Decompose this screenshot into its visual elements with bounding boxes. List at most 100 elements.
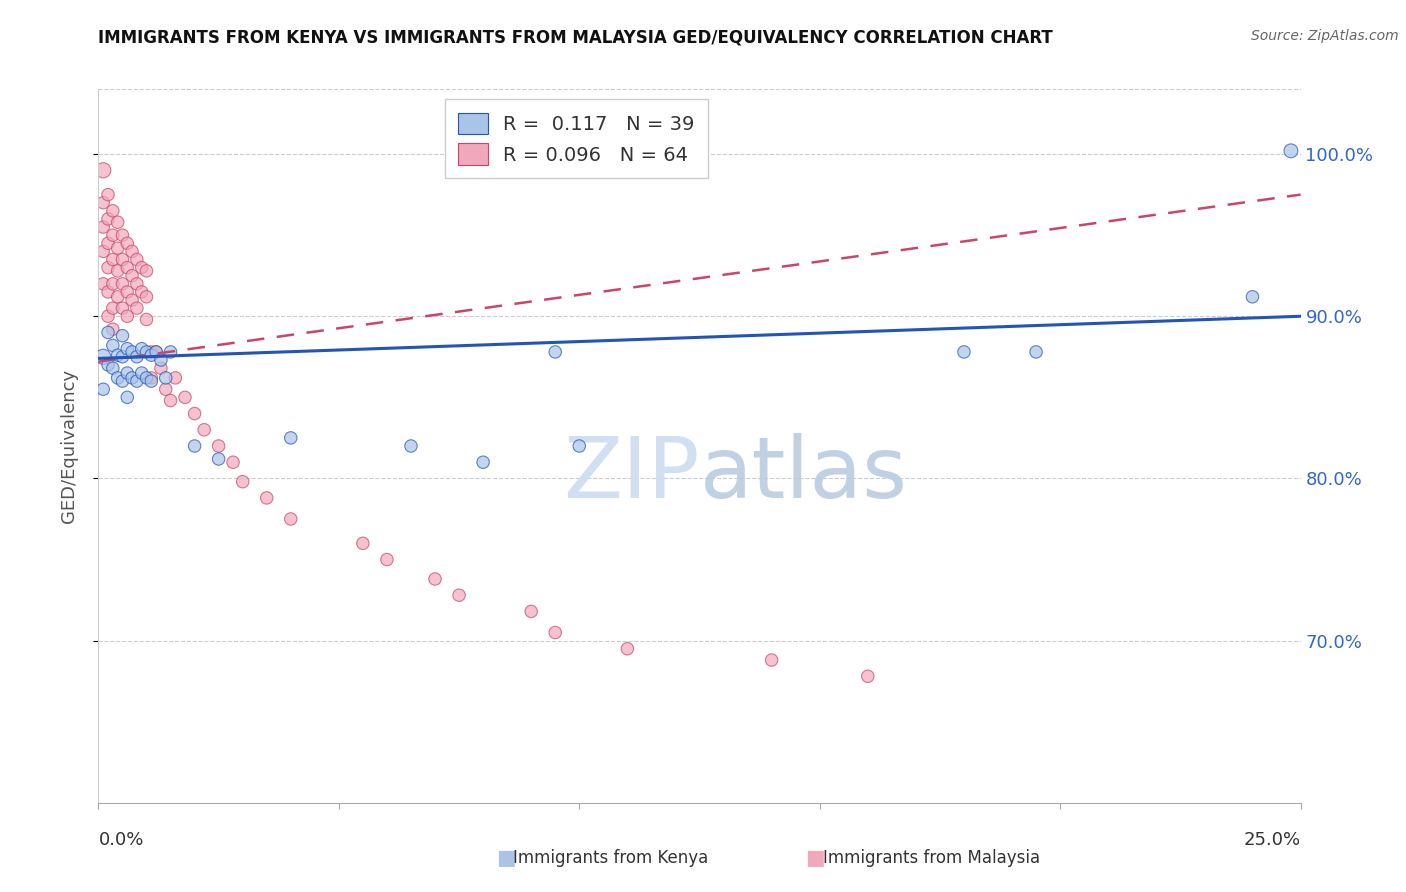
Point — [97, 260, 120, 275]
Point — [135, 371, 157, 385]
Text: 25.0%: 25.0% — [1243, 831, 1301, 849]
Point — [107, 264, 129, 278]
Point — [232, 475, 254, 489]
Point — [117, 366, 139, 380]
Point — [117, 260, 139, 275]
Point — [121, 371, 143, 385]
Point — [174, 390, 197, 404]
Point — [121, 293, 143, 307]
Point — [135, 312, 157, 326]
Point — [193, 423, 215, 437]
Point — [135, 290, 157, 304]
Point — [131, 260, 153, 275]
Point — [399, 439, 422, 453]
Point — [544, 625, 567, 640]
Point — [135, 264, 157, 278]
Text: ■: ■ — [496, 848, 516, 868]
Point — [121, 244, 143, 259]
Point — [568, 439, 591, 453]
Point — [1279, 144, 1302, 158]
Point — [97, 358, 120, 372]
Point — [97, 285, 120, 299]
Point — [107, 241, 129, 255]
Point — [121, 268, 143, 283]
Point — [1025, 345, 1047, 359]
Point — [101, 322, 124, 336]
Point — [107, 348, 129, 362]
Point — [159, 393, 181, 408]
Text: Immigrants from Malaysia: Immigrants from Malaysia — [823, 849, 1039, 867]
Point — [141, 374, 163, 388]
Point — [101, 203, 124, 218]
Point — [125, 301, 148, 315]
Point — [97, 326, 120, 340]
Point — [111, 277, 134, 291]
Point — [155, 371, 177, 385]
Point — [135, 345, 157, 359]
Point — [101, 338, 124, 352]
Legend: R =  0.117   N = 39, R = 0.096   N = 64: R = 0.117 N = 39, R = 0.096 N = 64 — [444, 99, 709, 178]
Point — [149, 353, 172, 368]
Text: ZIP: ZIP — [562, 433, 700, 516]
Point — [159, 345, 181, 359]
Point — [101, 228, 124, 243]
Point — [131, 366, 153, 380]
Text: Source: ZipAtlas.com: Source: ZipAtlas.com — [1251, 29, 1399, 43]
Point — [208, 452, 231, 467]
Point — [256, 491, 278, 505]
Point — [111, 374, 134, 388]
Point — [125, 277, 148, 291]
Text: 0.0%: 0.0% — [98, 831, 143, 849]
Point — [101, 277, 124, 291]
Point — [117, 390, 139, 404]
Text: ■: ■ — [806, 848, 825, 868]
Point — [107, 290, 129, 304]
Point — [208, 439, 231, 453]
Point — [107, 215, 129, 229]
Point — [145, 345, 167, 359]
Point — [472, 455, 495, 469]
Point — [101, 301, 124, 315]
Y-axis label: GED/Equivalency: GED/Equivalency — [59, 369, 77, 523]
Point — [97, 310, 120, 324]
Point — [155, 382, 177, 396]
Point — [97, 236, 120, 251]
Point — [616, 641, 638, 656]
Point — [280, 512, 302, 526]
Point — [91, 195, 114, 210]
Point — [111, 252, 134, 267]
Point — [125, 252, 148, 267]
Point — [141, 371, 163, 385]
Point — [91, 220, 114, 235]
Point — [280, 431, 302, 445]
Point — [125, 350, 148, 364]
Point — [423, 572, 446, 586]
Point — [91, 277, 114, 291]
Text: IMMIGRANTS FROM KENYA VS IMMIGRANTS FROM MALAYSIA GED/EQUIVALENCY CORRELATION CH: IMMIGRANTS FROM KENYA VS IMMIGRANTS FROM… — [98, 29, 1053, 46]
Point — [165, 371, 187, 385]
Point — [761, 653, 783, 667]
Point — [149, 361, 172, 376]
Point — [107, 371, 129, 385]
Point — [145, 345, 167, 359]
Point — [856, 669, 879, 683]
Point — [222, 455, 245, 469]
Point — [121, 345, 143, 359]
Point — [352, 536, 374, 550]
Point — [101, 361, 124, 376]
Point — [183, 407, 205, 421]
Point — [111, 228, 134, 243]
Point — [953, 345, 976, 359]
Point — [97, 211, 120, 226]
Point — [447, 588, 470, 602]
Point — [1241, 290, 1264, 304]
Point — [125, 374, 148, 388]
Text: Immigrants from Kenya: Immigrants from Kenya — [513, 849, 709, 867]
Point — [117, 310, 139, 324]
Point — [111, 350, 134, 364]
Point — [117, 236, 139, 251]
Point — [141, 345, 163, 359]
Point — [131, 342, 153, 356]
Point — [91, 350, 114, 364]
Point — [520, 604, 543, 618]
